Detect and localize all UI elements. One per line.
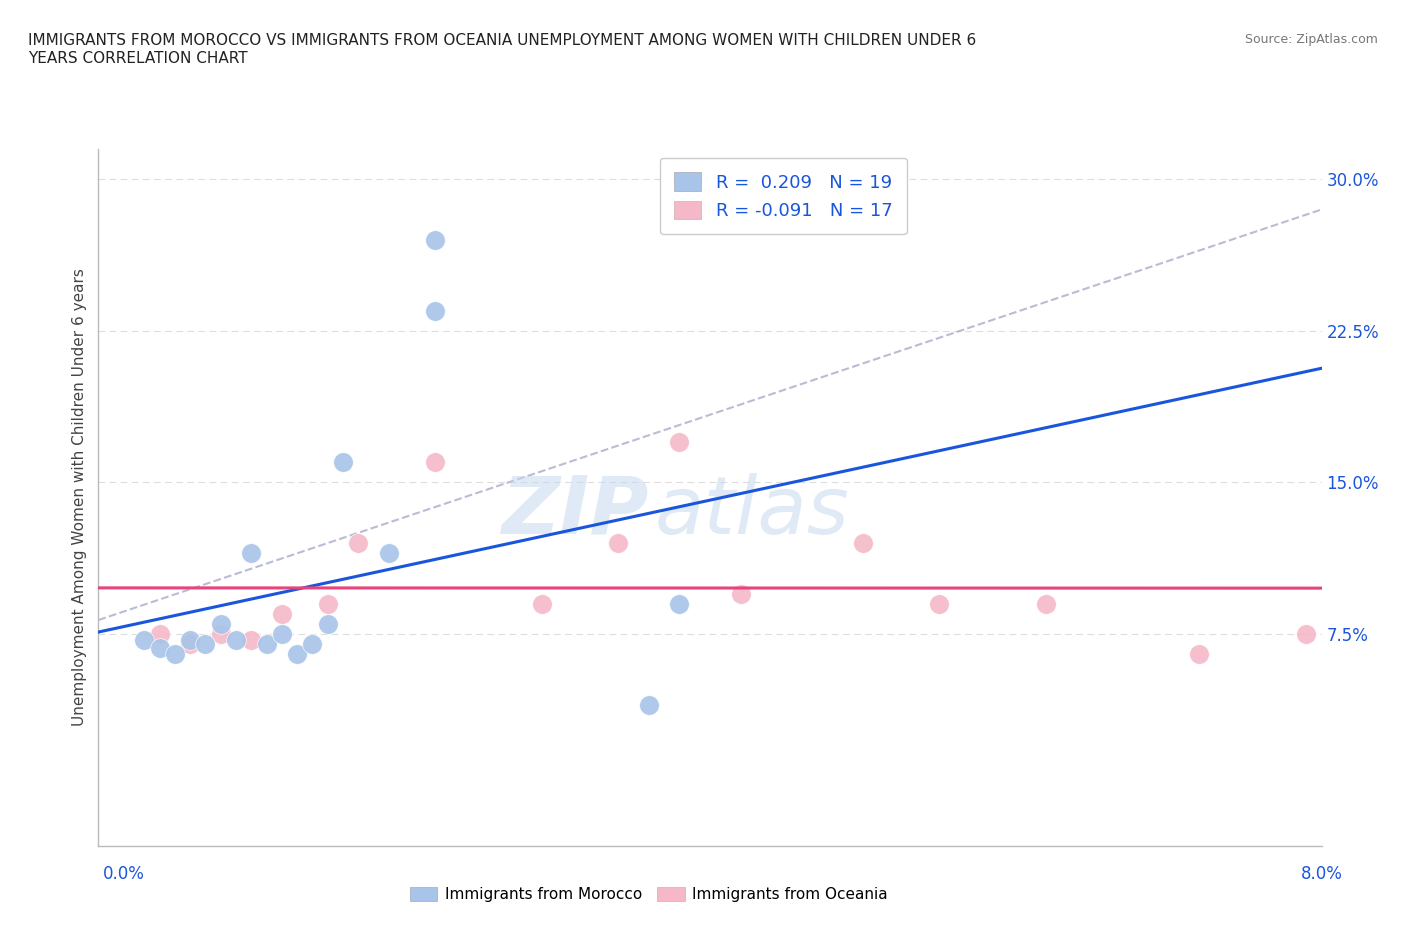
Point <box>316 596 339 611</box>
Point <box>270 606 294 621</box>
Point <box>423 303 446 318</box>
Point <box>149 641 172 656</box>
Point <box>194 637 217 652</box>
Point <box>852 536 875 551</box>
Point <box>285 646 308 661</box>
Text: ZIP: ZIP <box>502 472 648 551</box>
Point <box>378 546 401 561</box>
Point <box>668 434 690 449</box>
Point <box>256 637 278 652</box>
Point <box>928 596 950 611</box>
Point <box>1295 627 1317 642</box>
Point <box>332 455 354 470</box>
Point <box>240 546 263 561</box>
Text: IMMIGRANTS FROM MOROCCO VS IMMIGRANTS FROM OCEANIA UNEMPLOYMENT AMONG WOMEN WITH: IMMIGRANTS FROM MOROCCO VS IMMIGRANTS FR… <box>28 33 976 47</box>
Point <box>530 596 553 611</box>
Point <box>668 596 690 611</box>
Point <box>149 627 172 642</box>
Text: 8.0%: 8.0% <box>1301 865 1343 883</box>
Point <box>225 632 247 647</box>
Point <box>179 632 201 647</box>
Text: 0.0%: 0.0% <box>103 865 145 883</box>
Point <box>423 232 446 247</box>
Text: Source: ZipAtlas.com: Source: ZipAtlas.com <box>1244 33 1378 46</box>
Point <box>1188 646 1211 661</box>
Text: YEARS CORRELATION CHART: YEARS CORRELATION CHART <box>28 51 247 66</box>
Y-axis label: Unemployment Among Women with Children Under 6 years: Unemployment Among Women with Children U… <box>72 269 87 726</box>
Point <box>209 627 232 642</box>
Point <box>637 698 661 712</box>
Point <box>1035 596 1057 611</box>
Point <box>163 646 186 661</box>
Point <box>730 586 752 601</box>
Point <box>423 455 446 470</box>
Point <box>316 617 339 631</box>
Point <box>179 637 201 652</box>
Text: atlas: atlas <box>655 472 849 551</box>
Point <box>240 632 263 647</box>
Point <box>347 536 370 551</box>
Point <box>301 637 323 652</box>
Point <box>607 536 630 551</box>
Point <box>209 617 232 631</box>
Point <box>134 632 156 647</box>
Legend: R =  0.209   N = 19, R = -0.091   N = 17: R = 0.209 N = 19, R = -0.091 N = 17 <box>659 158 907 234</box>
Point <box>270 627 294 642</box>
